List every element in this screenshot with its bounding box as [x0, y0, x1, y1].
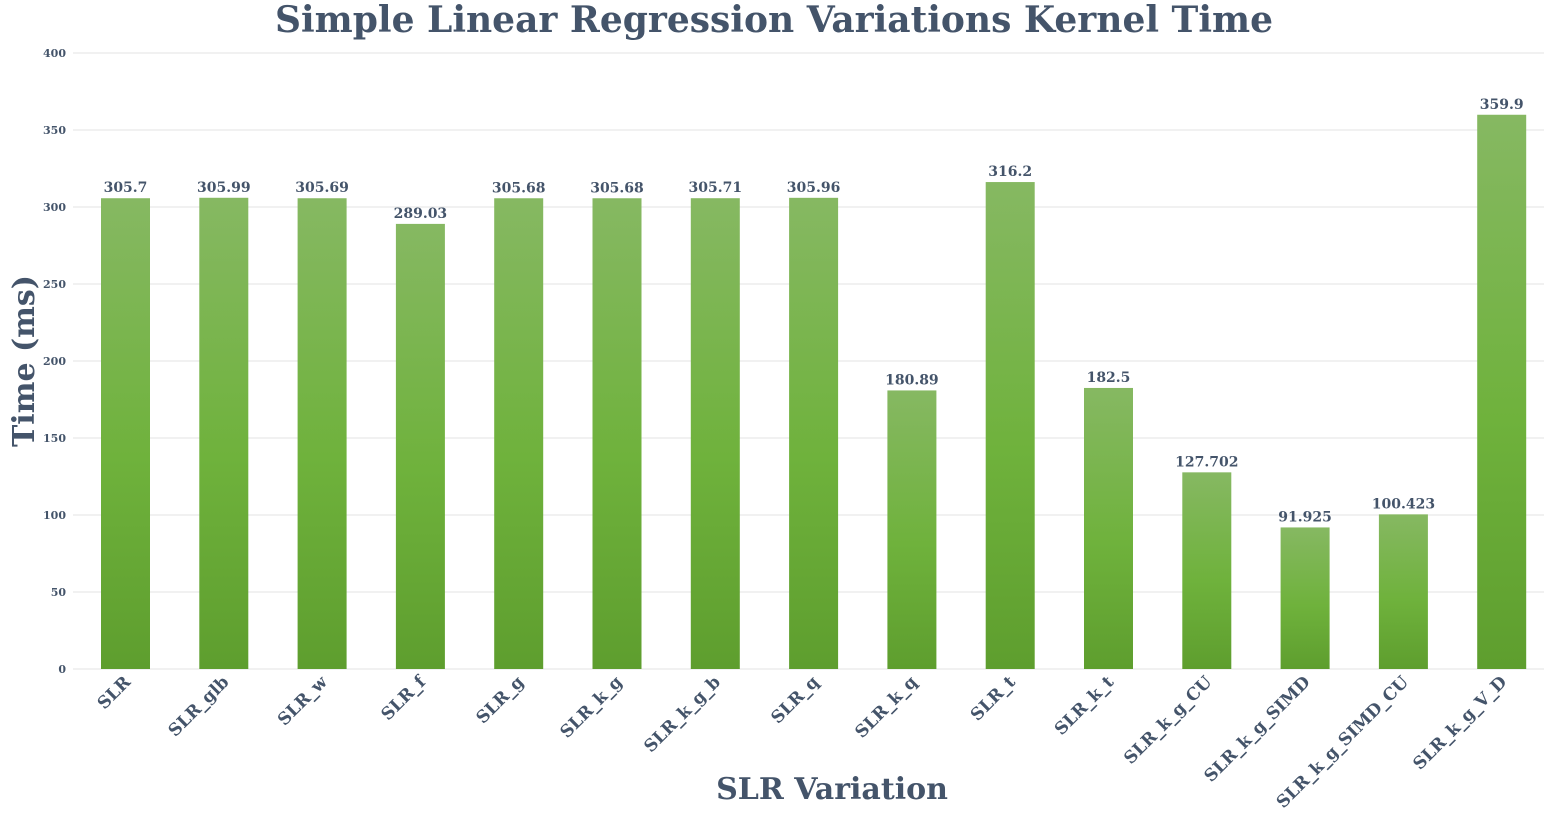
data-label: 305.7 — [104, 180, 148, 196]
y-tick-label: 200 — [43, 355, 66, 368]
bar — [199, 197, 249, 670]
bar — [1182, 472, 1232, 669]
x-tick-label: SLR_w — [274, 672, 332, 730]
data-label: 305.96 — [787, 180, 841, 196]
data-label: 305.68 — [492, 180, 546, 196]
y-tick-label: 50 — [51, 586, 67, 599]
y-tick-label: 250 — [43, 278, 66, 291]
x-tick-label: SLR — [94, 672, 136, 714]
bar — [395, 223, 445, 669]
bar — [297, 198, 347, 669]
x-tick-label: SLR_glb — [165, 672, 234, 741]
bar — [1378, 514, 1428, 669]
y-tick-label: 100 — [43, 509, 66, 522]
x-tick-label: SLR_k_q — [851, 672, 921, 742]
y-tick-label: 0 — [58, 663, 66, 676]
data-label: 305.68 — [590, 180, 644, 196]
bar — [494, 198, 544, 669]
data-label: 305.69 — [295, 180, 349, 196]
bar — [1280, 527, 1330, 669]
data-labels: 305.7 305.99 305.69 289.03 305.68 305.68 305.7… — [104, 97, 1524, 526]
data-label: 359.9 — [1480, 97, 1524, 113]
x-tick-label: SLR_k_g_b — [640, 672, 725, 757]
data-label: 316.2 — [988, 164, 1032, 180]
y-tick-label: 350 — [43, 124, 66, 137]
data-label: 289.03 — [394, 206, 448, 222]
bar — [1084, 387, 1133, 669]
bar — [887, 390, 937, 669]
x-tick-label: SLR_k_g_SIMD — [1201, 672, 1315, 786]
x-tick-label: SLR_k_g_CU — [1120, 672, 1216, 768]
data-label: 127.702 — [1175, 454, 1238, 470]
data-label: 91.925 — [1278, 509, 1332, 525]
y-axis-ticks: 0 50 100 150 200 250 300 350 400 — [43, 47, 66, 676]
x-tick-label: SLR_f — [377, 671, 431, 725]
data-label: 182.5 — [1087, 370, 1131, 386]
bar — [592, 198, 642, 669]
y-tick-label: 300 — [43, 201, 66, 214]
y-axis-title: Time (ms) — [7, 275, 42, 447]
bars — [101, 114, 1527, 670]
bar — [690, 198, 740, 669]
x-tick-label: SLR_t — [967, 672, 1020, 725]
y-tick-label: 150 — [43, 432, 66, 445]
bar — [101, 198, 150, 670]
x-axis-title: SLR Variation — [716, 772, 948, 807]
x-tick-label: SLR_g — [473, 672, 529, 728]
bar — [1477, 114, 1527, 669]
bar — [789, 197, 839, 669]
y-tick-label: 400 — [43, 47, 66, 60]
bar — [985, 182, 1035, 669]
x-tick-label: SLR_k_g — [557, 672, 627, 742]
data-label: 180.89 — [885, 372, 939, 388]
data-label: 100.423 — [1372, 496, 1435, 512]
x-tick-label: SLR_q — [767, 672, 823, 728]
data-label: 305.71 — [689, 180, 743, 196]
data-label: 305.99 — [197, 180, 251, 196]
chart-title: Simple Linear Regression Variations Kern… — [275, 0, 1273, 41]
x-tick-label: SLR_k_t — [1051, 672, 1118, 739]
x-tick-label: SLR_k_g_V_D — [1409, 672, 1511, 774]
